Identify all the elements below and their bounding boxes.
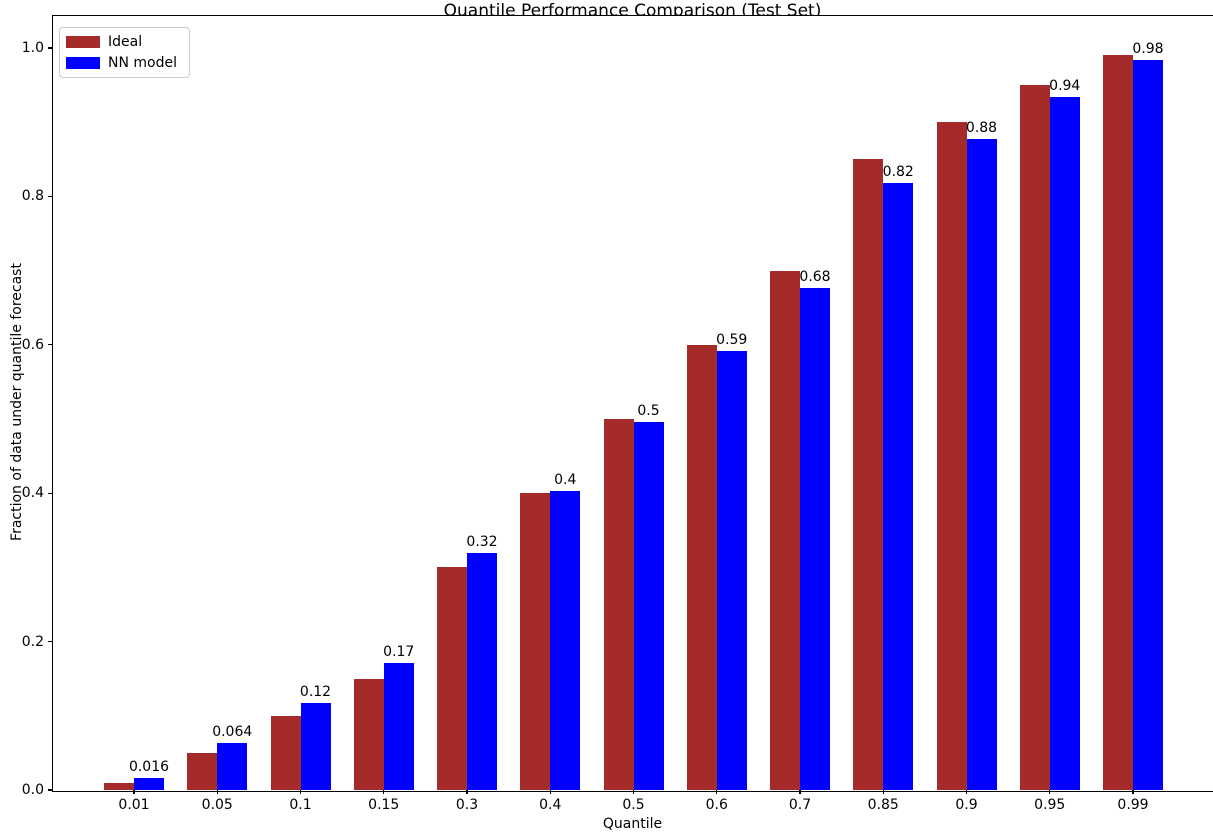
bar-value-label: 0.98 — [1132, 40, 1164, 57]
bar-value-label: 0.82 — [882, 164, 914, 181]
x-tick-mark — [299, 790, 302, 794]
legend-entry-nn-model: NN model — [66, 55, 177, 71]
x-tick-mark — [466, 790, 468, 794]
ideal-bar — [270, 715, 301, 790]
nn-model-bar — [1049, 96, 1080, 790]
x-tick-mark — [882, 790, 884, 794]
nn-model-bar — [300, 703, 331, 790]
x-tick-label: 0.4 — [539, 797, 562, 813]
x-tick-label: 0.9 — [955, 797, 978, 813]
bar-value-label: 0.016 — [128, 759, 170, 776]
bar-value-label: 0.32 — [466, 534, 498, 551]
y-tick-mark — [48, 344, 52, 346]
x-tick-mark — [383, 790, 385, 794]
x-tick-label: 0.7 — [788, 797, 812, 813]
bar-value-label: 0.59 — [716, 332, 748, 349]
nn-model-bar — [1133, 59, 1163, 790]
nn-model-bar — [800, 287, 830, 790]
y-axis-label: Fraction of data under quantile forecast — [9, 263, 25, 541]
x-tick-mark — [1049, 790, 1051, 794]
x-tick-label: 0.95 — [1034, 797, 1066, 813]
y-tick-mark — [48, 195, 52, 197]
ideal-bar — [853, 159, 884, 790]
nn-model-bar — [134, 778, 164, 790]
x-tick-mark — [965, 790, 968, 794]
y-tick-mark — [48, 47, 52, 49]
y-tick-label: 0.4 — [21, 485, 44, 502]
ideal-bar — [104, 782, 134, 790]
nn-model-series-swatch — [66, 57, 100, 69]
x-tick-label: 0.3 — [455, 797, 479, 813]
nn-model-bar — [966, 139, 997, 790]
bar-value-label: 0.5 — [637, 402, 660, 419]
bar-value-label: 0.68 — [799, 268, 831, 285]
bar-value-label: 0.064 — [212, 723, 253, 740]
legend: Ideal NN model — [59, 27, 190, 78]
y-tick-label: 1.0 — [21, 40, 44, 56]
y-tick-mark — [48, 492, 52, 494]
ideal-bar — [1019, 85, 1050, 790]
ideal-bar — [187, 752, 218, 790]
x-tick-label: 0.5 — [622, 797, 645, 813]
ideal-bar — [1103, 55, 1133, 790]
x-tick-mark — [549, 790, 551, 794]
legend-label-ideal: Ideal — [108, 34, 143, 50]
ideal-bar — [936, 122, 967, 790]
nn-model-bar — [217, 742, 248, 790]
nn-model-bar — [550, 490, 581, 790]
x-tick-label: 0.1 — [289, 797, 312, 813]
x-tick-mark — [632, 790, 635, 794]
y-tick-mark — [48, 789, 52, 791]
ideal-bar — [353, 678, 384, 790]
x-tick-mark — [799, 790, 801, 794]
y-tick-label: 0.8 — [21, 188, 44, 205]
y-tick-label: 0.2 — [21, 633, 44, 650]
x-tick-label: 0.05 — [201, 797, 233, 813]
ideal-bar — [686, 344, 717, 790]
nn-model-bar — [383, 663, 414, 790]
x-tick-mark — [216, 790, 218, 794]
x-tick-label: 0.85 — [867, 797, 899, 813]
nn-model-bar — [633, 421, 664, 790]
x-tick-label: 0.99 — [1117, 797, 1149, 813]
bar-value-label: 0.17 — [383, 644, 415, 661]
ideal-bar — [603, 419, 634, 790]
bar-value-label: 0.12 — [299, 684, 332, 701]
x-tick-label: 0.15 — [368, 797, 400, 813]
x-tick-mark — [716, 790, 718, 794]
x-tick-label: 0.01 — [118, 797, 150, 813]
ideal-series-swatch — [66, 36, 100, 48]
legend-label-nn-model: NN model — [108, 55, 177, 71]
nn-model-bar — [467, 553, 497, 790]
x-tick-mark — [133, 790, 135, 794]
y-tick-label: 0.0 — [21, 782, 44, 798]
nn-model-bar — [883, 183, 914, 790]
bar-value-label: 0.88 — [965, 120, 998, 137]
ideal-bar — [437, 567, 467, 790]
x-axis-label: Quantile — [602, 816, 663, 832]
ideal-bar — [520, 493, 551, 790]
nn-model-bar — [716, 351, 747, 790]
bar-value-label: 0.94 — [1049, 77, 1081, 94]
x-tick-label: 0.6 — [705, 797, 728, 813]
y-tick-label: 0.6 — [21, 336, 44, 353]
ideal-bar — [770, 270, 800, 790]
legend-entry-ideal: Ideal — [66, 34, 177, 50]
x-tick-mark — [1132, 790, 1134, 794]
bar-value-label: 0.4 — [554, 471, 577, 488]
y-tick-mark — [48, 641, 52, 643]
